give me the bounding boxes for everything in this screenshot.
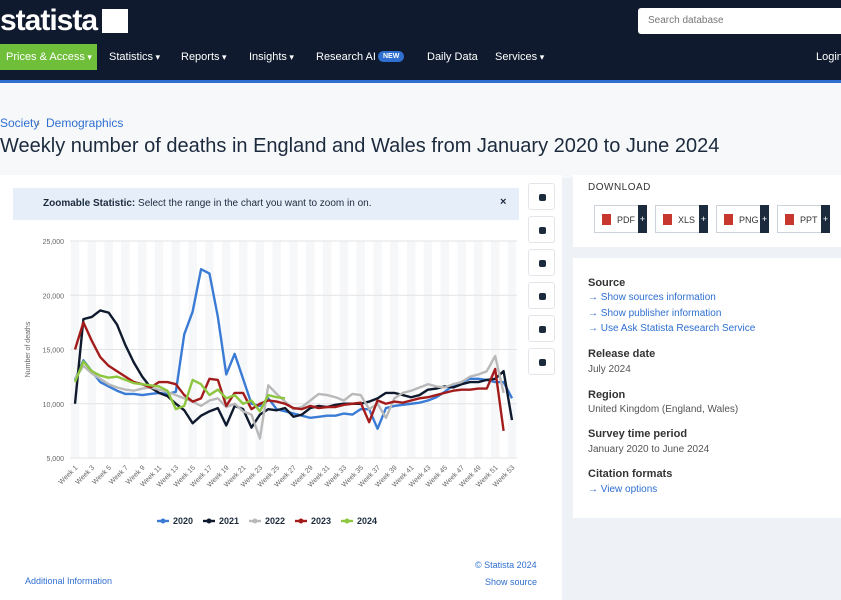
legend-dot [206, 518, 212, 524]
y-tick-label: 10,000 [43, 402, 65, 409]
zoom-notice: Zoomable Statistic: Select the range in … [13, 188, 519, 220]
title-area [0, 83, 841, 178]
close-button[interactable]: × [500, 196, 507, 208]
icon-button[interactable] [528, 183, 555, 210]
chart: 5,000 10,000 15,000 20,000 25,000 Number of d… [25, 239, 517, 526]
nav-item[interactable]: Insights [249, 44, 294, 70]
logo[interactable]: statista [0, 4, 98, 37]
legend-label: 2020 [173, 516, 193, 526]
nav-item[interactable]: Daily Data [427, 51, 478, 63]
copyright[interactable]: © Statista 2024 [475, 560, 537, 570]
download-plus[interactable] [760, 205, 769, 233]
legend-label: 2023 [311, 516, 331, 526]
download-plus[interactable] [821, 205, 830, 233]
legend-label: 2024 [357, 516, 377, 526]
detail-link[interactable]: Show publisher information [588, 308, 722, 319]
y-axis-label: Number of deaths [25, 321, 32, 377]
icon-button[interactable] [528, 348, 555, 375]
detail-value: January 2020 to June 2024 [588, 444, 710, 455]
legend-dot [160, 518, 166, 524]
login[interactable]: Login [816, 51, 841, 63]
nav-item[interactable]: Services [495, 44, 544, 70]
detail-link[interactable]: Show sources information [588, 292, 716, 303]
detail-heading: Region [588, 389, 626, 401]
logo-mark [102, 9, 128, 33]
detail-value: United Kingdom (England, Wales) [588, 404, 739, 415]
detail-link[interactable]: Use Ask Statista Research Service [588, 323, 756, 334]
nav-item[interactable]: Research AI [316, 51, 376, 63]
zoom-label: Zoomable Statistic: [43, 198, 136, 209]
detail-heading: Release date [588, 348, 656, 360]
nav-item[interactable]: Reports [181, 44, 227, 70]
nav-item[interactable]: Prices & Access [0, 44, 97, 70]
series-line [73, 360, 286, 413]
page-title: Weekly number of deaths in England and W… [0, 135, 720, 157]
show-source[interactable]: Show source [485, 577, 538, 587]
detail-heading: Source [588, 277, 626, 289]
detail-heading: Survey time period [588, 428, 688, 440]
legend-dot [344, 518, 350, 524]
y-tick-label: 25,000 [43, 239, 65, 246]
legend-dot [252, 518, 258, 524]
nav-item[interactable]: Statistics [109, 44, 160, 70]
zoom-text: Select the range in the chart you want t… [138, 198, 372, 209]
download-plus[interactable] [638, 205, 647, 233]
y-tick-label: 15,000 [43, 348, 65, 355]
y-tick-label: 20,000 [43, 293, 65, 300]
legend-label: 2021 [219, 516, 239, 526]
download-title: DOWNLOAD [588, 182, 651, 193]
detail-value: July 2024 [588, 364, 631, 375]
icon-button[interactable] [528, 249, 555, 276]
legend-label: 2022 [265, 516, 285, 526]
y-tick-label: 5,000 [46, 456, 64, 463]
icon-button[interactable] [528, 216, 555, 243]
detail-link[interactable]: View options [588, 484, 658, 495]
breadcrumb-separator: › [36, 116, 40, 130]
badge: NEW [378, 51, 405, 62]
additional-info[interactable]: Additional Information [25, 576, 113, 586]
search-box[interactable]: Search database [638, 8, 841, 34]
icon-button[interactable] [528, 315, 555, 342]
legend-dot [298, 518, 304, 524]
icon-button[interactable] [528, 282, 555, 309]
download-plus[interactable] [699, 205, 708, 233]
detail-heading: Citation formats [588, 468, 673, 480]
breadcrumb[interactable]: Demographics [46, 116, 124, 130]
breadcrumb[interactable]: Society [0, 116, 40, 130]
